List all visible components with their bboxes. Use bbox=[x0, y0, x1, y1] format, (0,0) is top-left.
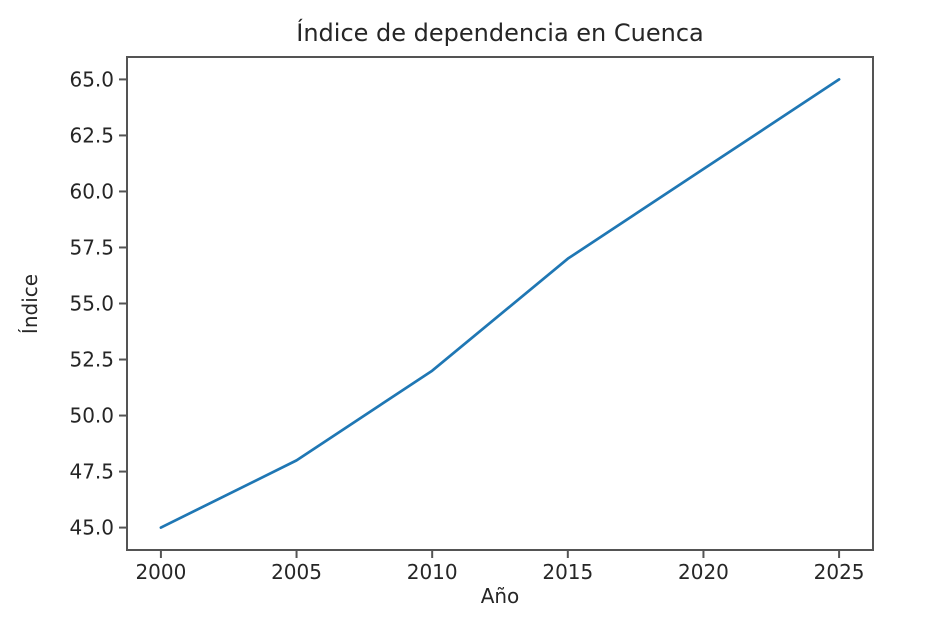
chart-title: Índice de dependencia en Cuenca bbox=[296, 19, 704, 47]
x-tick-label: 2025 bbox=[814, 560, 865, 584]
y-tick-label: 62.5 bbox=[69, 123, 114, 147]
y-tick-label: 55.0 bbox=[69, 292, 114, 316]
y-tick-label: 57.5 bbox=[69, 235, 114, 259]
y-tick-label: 50.0 bbox=[69, 404, 114, 428]
y-tick-label: 47.5 bbox=[69, 460, 114, 484]
data-line bbox=[159, 78, 841, 529]
y-tick-label: 60.0 bbox=[69, 179, 114, 203]
x-tick-label: 2010 bbox=[407, 560, 458, 584]
x-axis-label: Año bbox=[480, 584, 520, 608]
x-tick-label: 2005 bbox=[271, 560, 322, 584]
y-tick-label: 45.0 bbox=[69, 516, 114, 540]
y-tick-label: 65.0 bbox=[69, 67, 114, 91]
x-tick-label: 2020 bbox=[678, 560, 729, 584]
x-tick-label: 2015 bbox=[542, 560, 593, 584]
x-tick-label: 2000 bbox=[135, 560, 186, 584]
y-axis-label: Índice bbox=[18, 273, 42, 335]
y-tick-label: 52.5 bbox=[69, 348, 114, 372]
